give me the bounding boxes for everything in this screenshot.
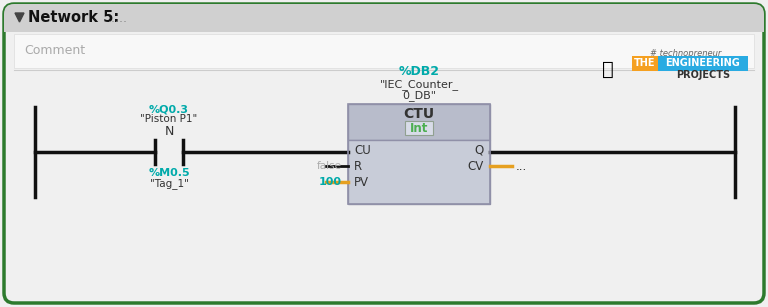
Bar	[405, 121, 433, 135]
Bar	[348, 140, 490, 204]
Text: R: R	[354, 160, 362, 173]
Text: %M0.5: %M0.5	[148, 168, 190, 178]
Text: PROJECTS: PROJECTS	[676, 70, 730, 80]
Text: ENGINEERING: ENGINEERING	[666, 59, 740, 68]
Bar	[4, 18, 764, 32]
Text: 0_DB": 0_DB"	[402, 90, 436, 101]
Text: ...: ...	[516, 160, 528, 173]
Text: PV: PV	[354, 176, 369, 188]
Text: THE: THE	[634, 59, 656, 68]
Text: Network 5:: Network 5:	[28, 10, 119, 25]
Text: CU: CU	[354, 143, 371, 157]
Text: CTU: CTU	[403, 107, 435, 121]
Text: Int: Int	[410, 122, 429, 134]
Text: 🤖: 🤖	[602, 60, 614, 79]
Text: false: false	[317, 161, 342, 171]
Text: .....: .....	[108, 11, 128, 25]
FancyBboxPatch shape	[4, 4, 764, 32]
Text: "Tag_1": "Tag_1"	[150, 178, 188, 189]
Text: Comment: Comment	[24, 45, 85, 57]
Bar	[658, 56, 748, 71]
Text: %Q0.3: %Q0.3	[149, 104, 189, 114]
Text: CV: CV	[468, 160, 484, 173]
Text: N: N	[164, 125, 174, 138]
Text: 100: 100	[319, 177, 342, 187]
Bar	[632, 56, 658, 71]
Text: %DB2: %DB2	[399, 65, 439, 78]
Text: "IEC_Counter_: "IEC_Counter_	[379, 79, 458, 90]
Text: "Piston P1": "Piston P1"	[141, 114, 197, 124]
FancyBboxPatch shape	[4, 4, 764, 303]
Polygon shape	[15, 13, 24, 22]
Text: Q: Q	[475, 143, 484, 157]
Bar	[348, 104, 490, 140]
Bar	[14, 34, 754, 68]
Text: # technopreneur: # technopreneur	[650, 49, 721, 57]
Bar	[348, 104, 490, 204]
